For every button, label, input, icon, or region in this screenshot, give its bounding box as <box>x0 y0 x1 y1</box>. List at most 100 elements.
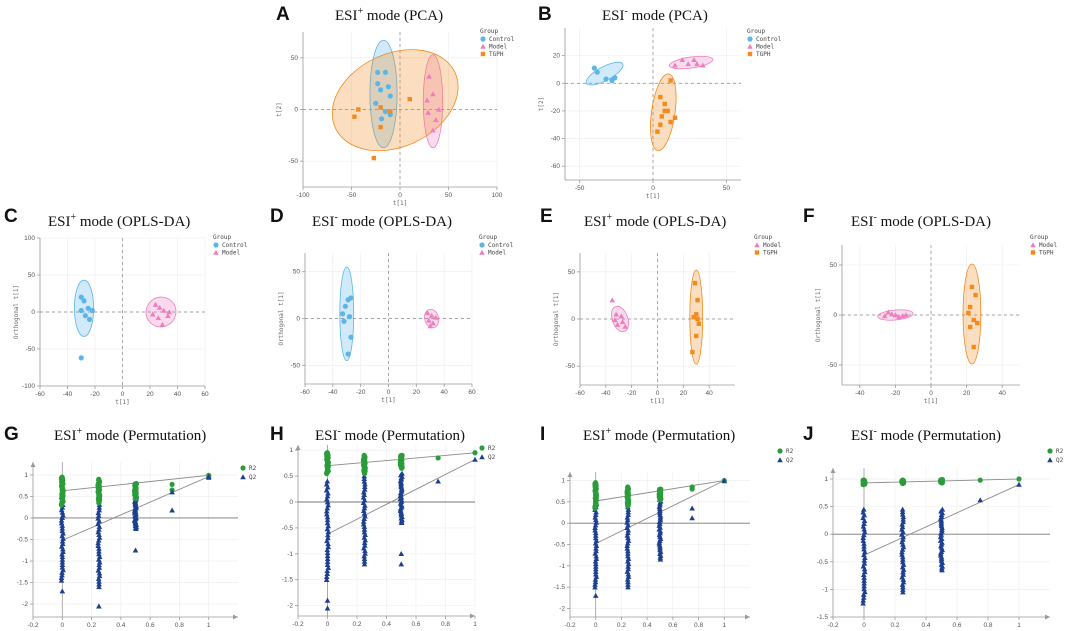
y-tick-label: -50 <box>291 362 301 369</box>
q2-permutation-point <box>624 540 631 546</box>
x-tick-label: 0.8 <box>983 622 992 629</box>
x-tick-label: 0 <box>656 390 660 397</box>
q2-permutation-point <box>96 581 102 587</box>
r2-permutation-point <box>861 477 867 483</box>
q2-point <box>435 478 441 484</box>
q2-point <box>689 515 695 521</box>
q2-permutation-point <box>624 542 631 549</box>
legend-marker-r2 <box>1047 448 1053 454</box>
y-tick-label: 0 <box>561 520 565 527</box>
point-model <box>427 323 434 329</box>
q2-permutation-point <box>325 541 331 547</box>
point-tgph <box>662 101 667 107</box>
panel-title: ESI+ mode (Permutation) <box>54 426 206 444</box>
legend-title: Group <box>480 28 498 35</box>
x-tick-label: 0.6 <box>146 622 155 629</box>
legend-marker-model <box>754 242 760 248</box>
q2-permutation-point <box>324 517 331 523</box>
y-tick-label: 0.5 <box>556 499 565 506</box>
q2-permutation-point <box>362 537 368 543</box>
q2-permutation-point <box>399 470 405 476</box>
q2-permutation-point <box>625 574 632 580</box>
q2-permutation-point <box>95 537 102 543</box>
q2-point <box>1016 481 1022 487</box>
point-control <box>378 116 385 122</box>
y-tick-label: 50 <box>293 269 301 276</box>
q2-permutation-point <box>593 574 600 580</box>
q2-permutation-point <box>592 511 599 518</box>
q2-permutation-point <box>398 561 405 567</box>
y-axis-label: t[2] <box>538 97 545 111</box>
x-tick-label: -60 <box>575 390 585 397</box>
q2-permutation-point <box>861 586 867 592</box>
q2-permutation-point <box>362 532 368 538</box>
point-tgph <box>975 320 980 326</box>
y-tick-label: 20 <box>553 53 561 60</box>
q2-permutation-point <box>361 524 368 530</box>
legend-label-tgph: TGPH <box>1039 250 1054 257</box>
q2-permutation-point <box>860 571 867 578</box>
q2-permutation-point <box>361 545 367 551</box>
x-axis-arrow <box>1045 614 1050 620</box>
q2-permutation-point <box>625 537 632 543</box>
panel-B: B ESI- mode (PCA) -50 0 50 20 0 -20 -40 -60 t[1] t[… <box>538 4 782 200</box>
q2-permutation-point <box>59 514 65 521</box>
legend-label-q2: Q2 <box>786 457 794 464</box>
legend-label-model: Model <box>489 44 507 51</box>
y-tick-label: -50 <box>828 362 838 369</box>
point-tgph <box>967 304 973 310</box>
q2-permutation-point <box>58 543 65 549</box>
q2-permutation-point <box>593 542 600 549</box>
x-tick-label: -50 <box>347 192 357 199</box>
q2-permutation-point <box>60 567 66 573</box>
y-tick-label: -1.5 <box>817 614 829 621</box>
q2-permutation-point <box>592 584 598 590</box>
y-tick-label: -1 <box>822 586 828 593</box>
y-tick-label: -1 <box>287 551 293 558</box>
q2-permutation-point <box>860 591 867 597</box>
x-tick-label: 60 <box>468 389 476 396</box>
q2-permutation-point <box>625 530 631 536</box>
r2-permutation-point <box>361 452 367 458</box>
q2-permutation-point <box>325 564 332 571</box>
r2-point <box>169 481 175 487</box>
x-tick-label: 20 <box>963 390 971 397</box>
x-axis-arrow <box>470 613 475 619</box>
q2-permutation-point <box>323 573 330 579</box>
q2-permutation-point <box>324 505 331 511</box>
point-tgph <box>658 122 663 127</box>
point-model <box>149 311 156 317</box>
q2-permutation-point <box>860 535 867 541</box>
r2-permutation-point <box>592 480 599 486</box>
legend-title: Group <box>479 234 497 241</box>
y-tick-label: 1 <box>289 447 293 454</box>
q2-permutation-point <box>96 556 102 562</box>
y-tick-label: -100 <box>22 383 35 390</box>
q2-permutation-point <box>59 554 66 560</box>
q2-permutation-point <box>592 581 598 587</box>
y-axis-label: Orthogonal t[1] <box>815 288 822 342</box>
q2-permutation-point <box>95 540 101 546</box>
q2-permutation-point <box>59 559 66 565</box>
q2-permutation-point <box>361 475 368 482</box>
q2-permutation-point <box>861 512 868 518</box>
point-tgph <box>378 105 383 110</box>
x-tick-label: 0 <box>398 192 402 199</box>
y-tick-label: 0 <box>294 107 298 114</box>
q2-permutation-point <box>861 580 867 586</box>
q2-permutation-point <box>95 529 102 535</box>
q2-permutation-point <box>324 496 330 502</box>
x-tick-label: -20 <box>891 390 901 397</box>
r2-point <box>689 486 695 492</box>
point-model <box>609 297 616 303</box>
q2-permutation-point <box>593 519 600 525</box>
point-model <box>424 310 431 316</box>
q2-permutation-point <box>325 490 331 496</box>
q2-permutation-point <box>324 538 330 544</box>
q2-permutation-point <box>862 589 868 595</box>
q2-permutation-point <box>861 574 867 580</box>
q2-permutation-point <box>860 594 867 600</box>
q2-permutation-point <box>96 584 102 590</box>
x-tick-label: -100 <box>296 192 309 199</box>
point-control <box>385 84 391 90</box>
